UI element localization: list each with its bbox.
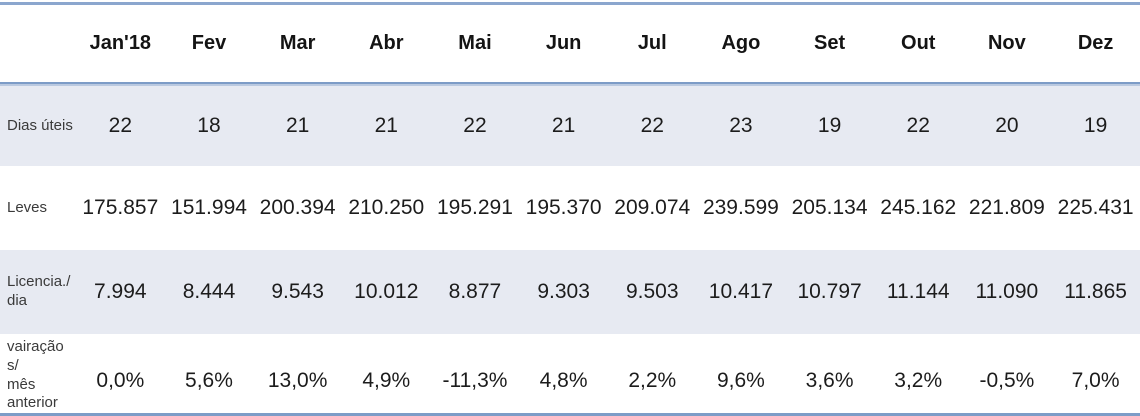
row-label: Licencia./ dia [0,250,76,334]
corner-cell [0,5,76,84]
table-cell: 19 [1051,84,1140,166]
table-cell: 23 [696,84,786,166]
column-header: Dez [1051,5,1140,84]
table-cell: 9,6% [696,334,786,413]
table-row-variacao-mes-anterior: vairação s/ mês anterior 0,0% 5,6% 13,0%… [0,334,1140,413]
column-header: Fev [164,5,254,84]
table-cell: 7,0% [1051,334,1140,413]
table-cell: 5,6% [164,334,254,413]
column-header: Set [785,5,874,84]
row-label: Dias úteis [0,84,76,166]
table-cell: 221.809 [962,166,1052,250]
table-cell: 195.370 [519,166,608,250]
column-header: Mai [430,5,520,84]
column-header: Abr [341,5,431,84]
table-cell: 4,9% [341,334,431,413]
table-row-leves: Leves 175.857 151.994 200.394 210.250 19… [0,166,1140,250]
table-cell: 11.144 [873,250,963,334]
table-cell: 225.431 [1051,166,1140,250]
table-cell: 200.394 [253,166,342,250]
table-cell: 9.503 [607,250,697,334]
table-cell: 10.417 [696,250,786,334]
table-cell: 21 [253,84,342,166]
table-cell: 13,0% [253,334,342,413]
table-cell: 22 [607,84,697,166]
table-cell: 11.090 [962,250,1052,334]
table-cell: 19 [785,84,874,166]
column-header: Mar [253,5,342,84]
table-cell: 0,0% [76,334,165,413]
table-cell: 20 [962,84,1052,166]
table-cell: -11,3% [430,334,520,413]
table-cell: 2,2% [607,334,697,413]
row-label: vairação s/ mês anterior [0,334,76,413]
column-header: Ago [696,5,786,84]
table-cell: 4,8% [519,334,608,413]
table-row-dias-uteis: Dias úteis 22 18 21 21 22 21 22 23 19 22… [0,84,1140,166]
table-cell: 205.134 [785,166,874,250]
table-cell: 3,2% [873,334,963,413]
table-cell: 210.250 [341,166,431,250]
table-cell: 10.012 [341,250,431,334]
column-header: Jun [519,5,608,84]
table-cell: 239.599 [696,166,786,250]
table-cell: 21 [341,84,431,166]
column-header: Jan'18 [76,5,165,84]
table-cell: 21 [519,84,608,166]
table-cell: 175.857 [76,166,165,250]
column-header: Nov [962,5,1052,84]
table-cell: 195.291 [430,166,520,250]
table-cell: 9.543 [253,250,342,334]
header-row: Jan'18 Fev Mar Abr Mai Jun Jul Ago Set O… [0,5,1140,84]
table-cell: 22 [873,84,963,166]
table-cell: 7.994 [76,250,165,334]
table-row-licenciamentos-dia: Licencia./ dia 7.994 8.444 9.543 10.012 … [0,250,1140,334]
table-cell: 8.877 [430,250,520,334]
table-cell: 22 [430,84,520,166]
table-cell: 209.074 [607,166,697,250]
table-cell: 10.797 [785,250,874,334]
table-cell: 22 [76,84,165,166]
table-cell: 3,6% [785,334,874,413]
table-cell: 18 [164,84,254,166]
table-cell: 9.303 [519,250,608,334]
row-label: Leves [0,166,76,250]
column-header: Jul [607,5,697,84]
top-border-line [0,2,1140,5]
table-cell: -0,5% [962,334,1052,413]
monthly-metrics-table: Jan'18 Fev Mar Abr Mai Jun Jul Ago Set O… [0,5,1140,413]
column-header: Out [873,5,963,84]
table-cell: 151.994 [164,166,254,250]
bottom-border-line [0,413,1140,416]
table-cell: 245.162 [873,166,963,250]
table-cell: 8.444 [164,250,254,334]
table-cell: 11.865 [1051,250,1140,334]
